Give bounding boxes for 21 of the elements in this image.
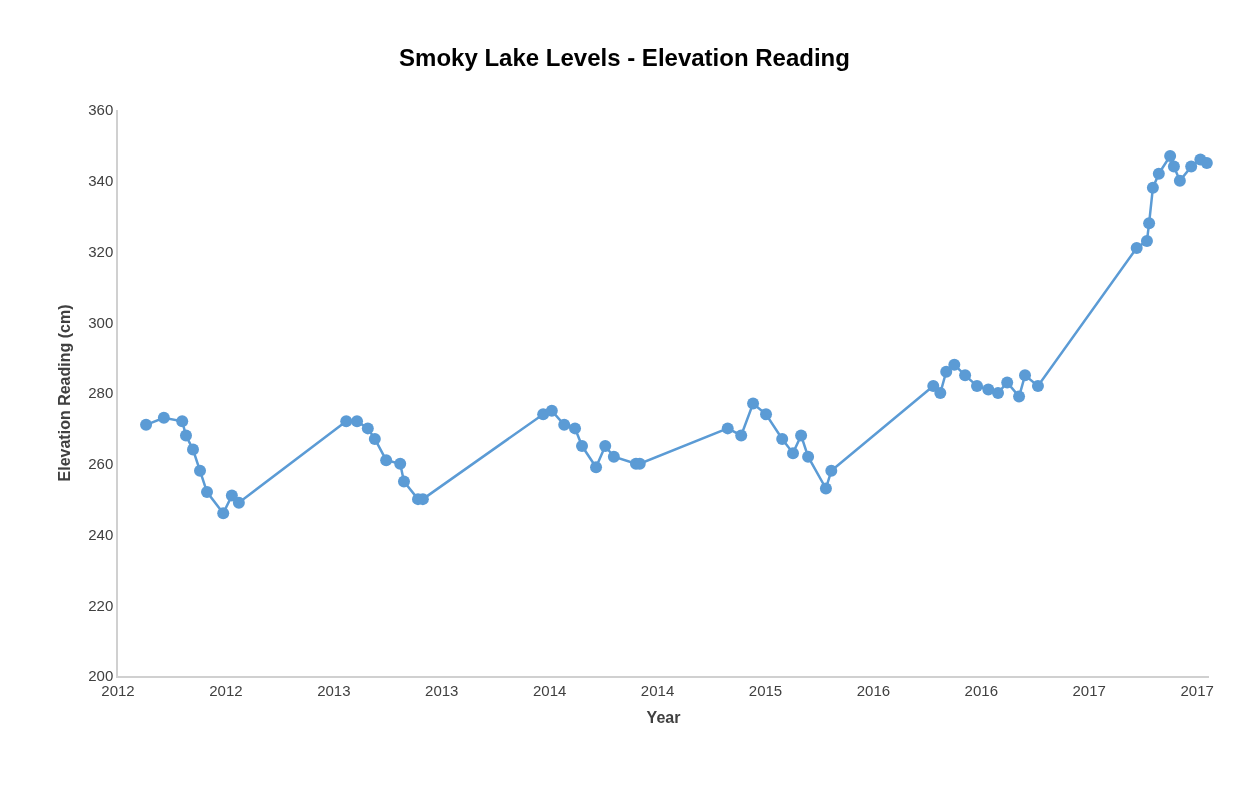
x-tick-label: 2017 <box>1072 681 1106 699</box>
chart-title: Smoky Lake Levels - Elevation Reading <box>399 44 850 72</box>
y-tick-label: 220 <box>88 596 114 614</box>
y-tick-label: 300 <box>88 313 114 331</box>
y-axis-title: Elevation Reading (cm) <box>55 304 73 482</box>
x-tick-label: 2013 <box>425 681 459 699</box>
x-tick-label: 2014 <box>532 681 567 699</box>
x-tick-label: 2013 <box>317 681 351 699</box>
x-tick-label: 2012 <box>209 681 243 699</box>
x-tick-label: 2016 <box>856 681 891 699</box>
y-tick-label: 260 <box>88 455 114 472</box>
x-tick-label: 2015 <box>748 681 783 699</box>
y-tick-label: 320 <box>88 242 114 260</box>
y-tick-label: 240 <box>88 525 114 543</box>
x-tick-label: 2016 <box>964 681 998 699</box>
x-tick-label: 2017 <box>1180 681 1214 699</box>
y-tick-label: 340 <box>88 172 114 189</box>
x-axis-title: Year <box>646 708 681 726</box>
y-tick-label: 360 <box>88 101 114 119</box>
y-tick-label: 280 <box>88 384 114 402</box>
x-tick-label: 2014 <box>640 681 675 699</box>
